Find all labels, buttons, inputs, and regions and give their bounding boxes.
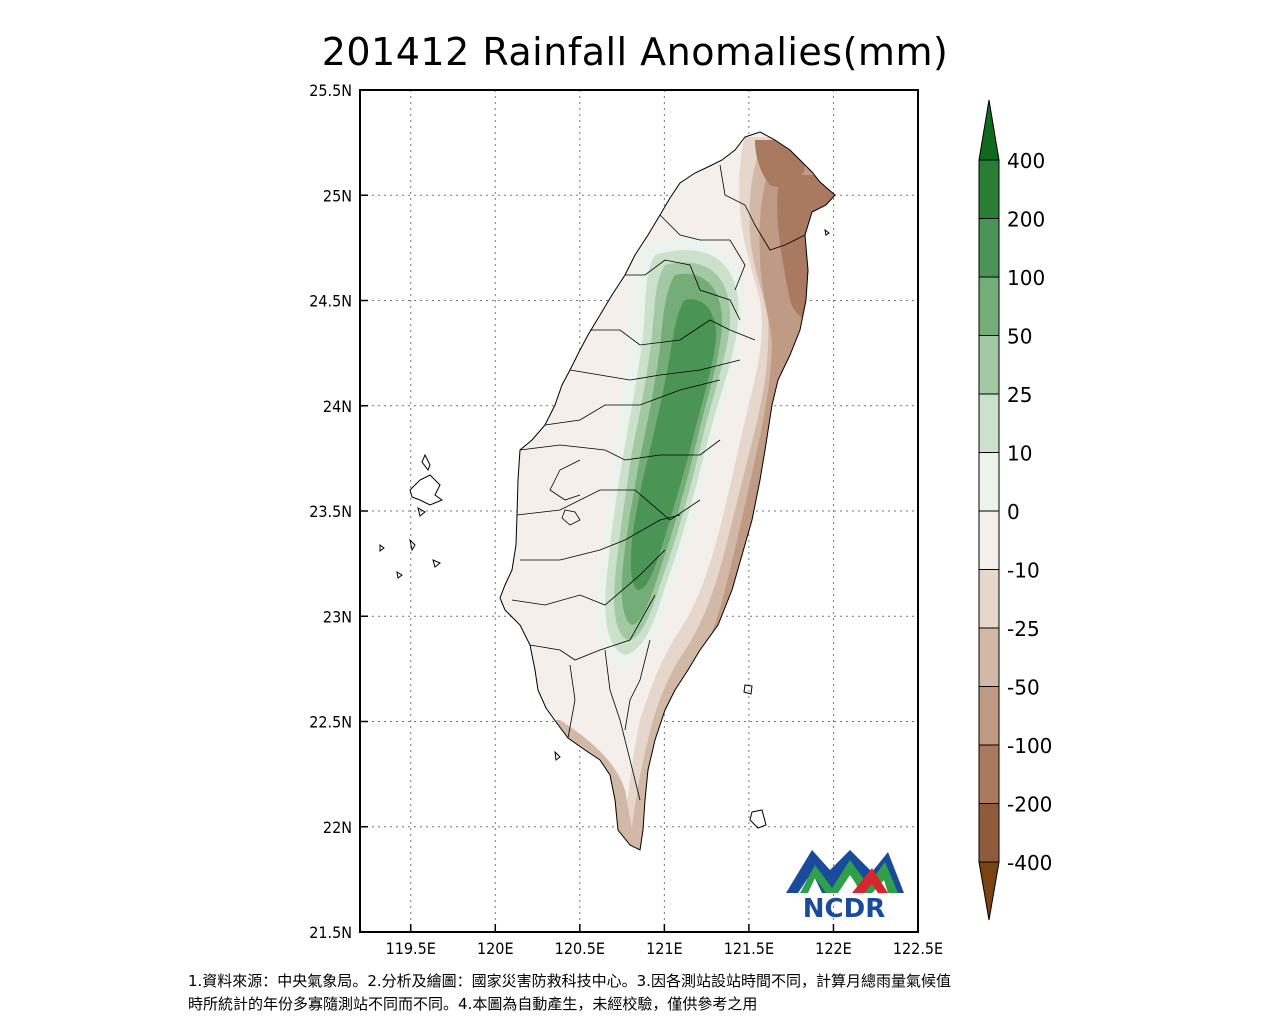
colorbar-label: -400	[1007, 851, 1052, 875]
lon-tick-label: 122.5E	[893, 939, 943, 958]
ncdr-logo: NCDR	[786, 850, 904, 924]
colorbar-segment	[978, 393, 1000, 453]
colorbar-segment	[978, 159, 1000, 219]
colorbar-label: 10	[1007, 442, 1032, 466]
lat-tick-label: 24.5N	[309, 292, 352, 311]
latitude-axis: 25.5N 25N 24.5N 24N 23.5N 23N 22.5N 22N 21.5N	[309, 81, 368, 942]
colorbar-segment	[978, 803, 1000, 863]
lon-tick-label: 121E	[646, 939, 683, 958]
lat-tick-label: 25N	[323, 186, 352, 205]
colorbar-label: -200	[1007, 793, 1052, 817]
footnote-line-2: 時所統計的年份多寡隨測站不同而不同。4.本圖為自動產生，未經校驗，僅供參考之用	[188, 995, 758, 1013]
colorbar-segment	[978, 744, 1000, 804]
lat-tick-label: 24N	[323, 397, 352, 416]
colorbar-label: -10	[1007, 559, 1040, 583]
colorbar-label: 25	[1007, 383, 1032, 407]
lat-tick-label: 22.5N	[309, 713, 352, 732]
colorbar-segment	[978, 510, 1000, 570]
colorbar-label: -25	[1007, 617, 1040, 641]
lon-tick-label: 120.5E	[555, 939, 605, 958]
colorbar-extend-top	[978, 99, 1000, 161]
colorbar-segment	[978, 452, 1000, 512]
lat-tick-label: 21.5N	[309, 923, 352, 942]
taiwan-coastline	[499, 131, 836, 851]
colorbar-extend-bottom	[978, 861, 1000, 921]
map-title: 201412 Rainfall Anomalies(mm)	[321, 30, 949, 74]
lat-tick-label: 25.5N	[309, 81, 352, 100]
lat-tick-label: 23.5N	[309, 502, 352, 521]
colorbar-segment	[978, 335, 1000, 395]
colorbar-label: 400	[1007, 149, 1045, 173]
lon-tick-label: 122E	[815, 939, 852, 958]
colorbar-segment	[978, 627, 1000, 687]
colorbar-label: 100	[1007, 266, 1045, 290]
colorbar-label: 0	[1007, 500, 1020, 524]
ncdr-logo-text: NCDR	[803, 894, 885, 924]
lat-tick-label: 23N	[323, 607, 352, 626]
colorbar-segment	[978, 276, 1000, 336]
lon-tick-label: 120E	[477, 939, 514, 958]
colorbar-label: 50	[1007, 325, 1032, 349]
colorbar-segment	[978, 569, 1000, 629]
lon-tick-label: 119.5E	[386, 939, 436, 958]
outlying-islands	[379, 228, 830, 829]
colorbar-label: -50	[1007, 676, 1040, 700]
colorbar-segment	[978, 686, 1000, 746]
lon-tick-label: 121.5E	[724, 939, 774, 958]
colorbar-segment	[978, 218, 1000, 278]
lat-tick-label: 22N	[323, 818, 352, 837]
longitude-axis: 119.5E 120E 120.5E 121E 121.5E 122E 122.5E	[386, 924, 943, 958]
colorbar-label: 200	[1007, 208, 1045, 232]
footnote-line-1: 1.資料來源：中央氣象局。2.分析及繪圖：國家災害防救科技中心。3.因各測站設站…	[188, 972, 951, 990]
colorbar-label: -100	[1007, 734, 1052, 758]
county-borders	[511, 164, 806, 801]
